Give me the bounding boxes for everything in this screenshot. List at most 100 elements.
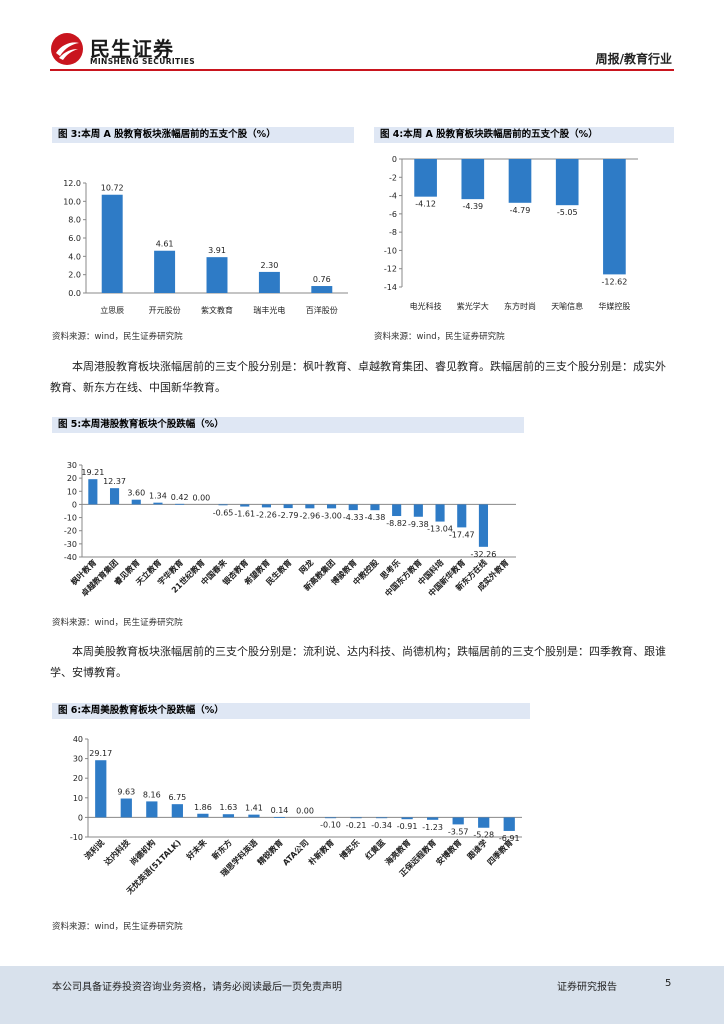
category-label: 天喻信息 (551, 301, 583, 311)
y-tick-label: -8 (389, 228, 397, 237)
y-tick-label: 8.0 (68, 216, 81, 225)
figure-5-source: 资料来源：wind，民生证券研究院 (52, 618, 183, 628)
data-label: 0.42 (171, 493, 189, 502)
bar (88, 479, 98, 505)
figure-3-title: 图 3:本周 A 股教育板块涨幅居前的五支个股（%） (52, 127, 354, 143)
bar (258, 271, 280, 293)
bar (175, 503, 185, 505)
data-label: 0.00 (192, 493, 210, 502)
minsheng-logo-icon (51, 33, 83, 65)
category-label: 紫光学大 (457, 301, 489, 311)
data-label: 8.16 (143, 790, 161, 799)
bar (218, 504, 228, 506)
y-tick-label: 2.0 (68, 271, 81, 280)
bar (326, 504, 337, 509)
paragraph-us-stocks: 本周美股教育板块涨幅居前的三支个股分别是：流利说、达内科技、尚德机构；跌幅居前的… (50, 645, 666, 679)
bar (305, 504, 315, 509)
data-label: -0.10 (320, 821, 341, 830)
category-label: 红黄蓝 (363, 837, 387, 861)
bar (206, 257, 228, 293)
y-tick-label: 4.0 (68, 252, 81, 261)
y-tick-label: 0.0 (68, 289, 81, 298)
figure-6: 图 6:本周美股教育板块个股跌幅（%） 40 30 20 10 0 -10 29.17 9.6… (52, 703, 530, 909)
data-label: -5.05 (557, 208, 578, 217)
category-label: 立思辰 (100, 305, 124, 315)
category-label: ATA公司 (281, 838, 310, 867)
y-tick-label: 0 (392, 155, 397, 164)
data-label: -13.04 (427, 525, 453, 534)
header-divider (50, 69, 674, 71)
category-label: 百洋股份 (306, 305, 338, 315)
category-label: 紫文教育 (201, 305, 233, 315)
page-footer: 本公司具备证券投资咨询业务资格，请务必阅读最后一页免责声明 证券研究报告 5 (0, 966, 724, 1024)
data-label: 4.61 (156, 240, 174, 249)
category-label: 华媒控股 (598, 301, 630, 311)
data-label: -4.38 (365, 513, 386, 522)
category-label: 网龙 (297, 557, 315, 575)
data-label: 1.41 (245, 804, 263, 813)
report-category: 周报/教育行业 (595, 52, 672, 66)
bar (508, 159, 532, 203)
data-label: -5.28 (473, 831, 494, 840)
category-label: 安博教育 (434, 837, 464, 867)
bar (478, 504, 489, 547)
category-label: 东方时尚 (504, 301, 536, 311)
data-label: -8.82 (386, 519, 407, 528)
data-label: -0.65 (213, 508, 234, 517)
bar (370, 504, 380, 511)
data-label: -2.79 (278, 511, 299, 520)
bar (461, 159, 485, 200)
category-label: 达内科技 (102, 837, 132, 867)
figure-3-bar-chart: 12.0 10.0 8.0 6.0 4.0 2.0 0.0 10.72 4.61 3.91 2.30… (63, 179, 348, 315)
y-tick-label: 30 (73, 755, 83, 764)
bar (120, 798, 132, 818)
category-label: 瑞丰光电 (253, 305, 285, 315)
bar (248, 814, 260, 818)
bar (401, 817, 413, 820)
bar (222, 814, 235, 818)
bar (457, 504, 467, 528)
figure-6-source: 资料来源：wind，民生证券研究院 (52, 922, 183, 932)
y-tick-label: 10.0 (63, 197, 81, 206)
figure-3-source: 资料来源：wind，民生证券研究院 (52, 332, 183, 342)
y-tick-label: 12.0 (63, 179, 81, 188)
y-tick-label: -4 (389, 192, 397, 201)
figure-4-bar-chart: 0 -2 -4 -6 -8 -10 -12 -14 -4.12 -4.39 -4.79 -5.05 -1… (384, 155, 638, 311)
data-label: -3.57 (448, 827, 469, 836)
data-label: 10.72 (101, 184, 124, 193)
bar (414, 159, 437, 197)
bar (197, 813, 209, 818)
y-tick-label: -10 (64, 514, 77, 523)
data-label: -4.33 (343, 513, 364, 522)
data-label: -4.12 (415, 200, 436, 209)
bar (154, 250, 176, 293)
bar (348, 504, 358, 511)
data-label: -32.26 (471, 550, 497, 559)
data-label: 1.63 (220, 803, 238, 812)
y-tick-label: -10 (70, 833, 83, 842)
data-label: -0.34 (371, 821, 392, 830)
paragraph-hk-stocks: 本周港股教育板块涨幅居前的三支个股分别是：枫叶教育、卓越教育集团、睿见教育。跌幅… (50, 360, 666, 394)
page-number: 5 (665, 978, 672, 989)
bar (146, 801, 158, 818)
bar (311, 286, 333, 293)
figure-6-title: 图 6:本周美股教育板块个股跌幅（%） (52, 703, 530, 719)
category-label: 跟谁学 (465, 837, 489, 861)
bar (555, 159, 579, 206)
category-label: 博实乐 (337, 837, 361, 861)
y-tick-label: -30 (64, 540, 77, 549)
footer-report-type: 证券研究报告 (557, 982, 617, 993)
data-label: 0.76 (313, 275, 331, 284)
data-label: 3.91 (208, 246, 226, 255)
y-tick-label: 40 (73, 735, 83, 744)
y-tick-label: 20 (73, 774, 83, 783)
data-label: -2.26 (256, 510, 277, 519)
data-label: 0.14 (271, 806, 289, 815)
category-label: 新东方 (210, 837, 234, 861)
category-label: 流利说 (82, 837, 106, 861)
y-tick-label: -6 (389, 210, 397, 219)
figure-4-source: 资料来源：wind，民生证券研究院 (374, 332, 505, 342)
bar (95, 760, 107, 818)
data-label: -6.91 (499, 834, 520, 843)
data-label: -0.21 (346, 821, 367, 830)
